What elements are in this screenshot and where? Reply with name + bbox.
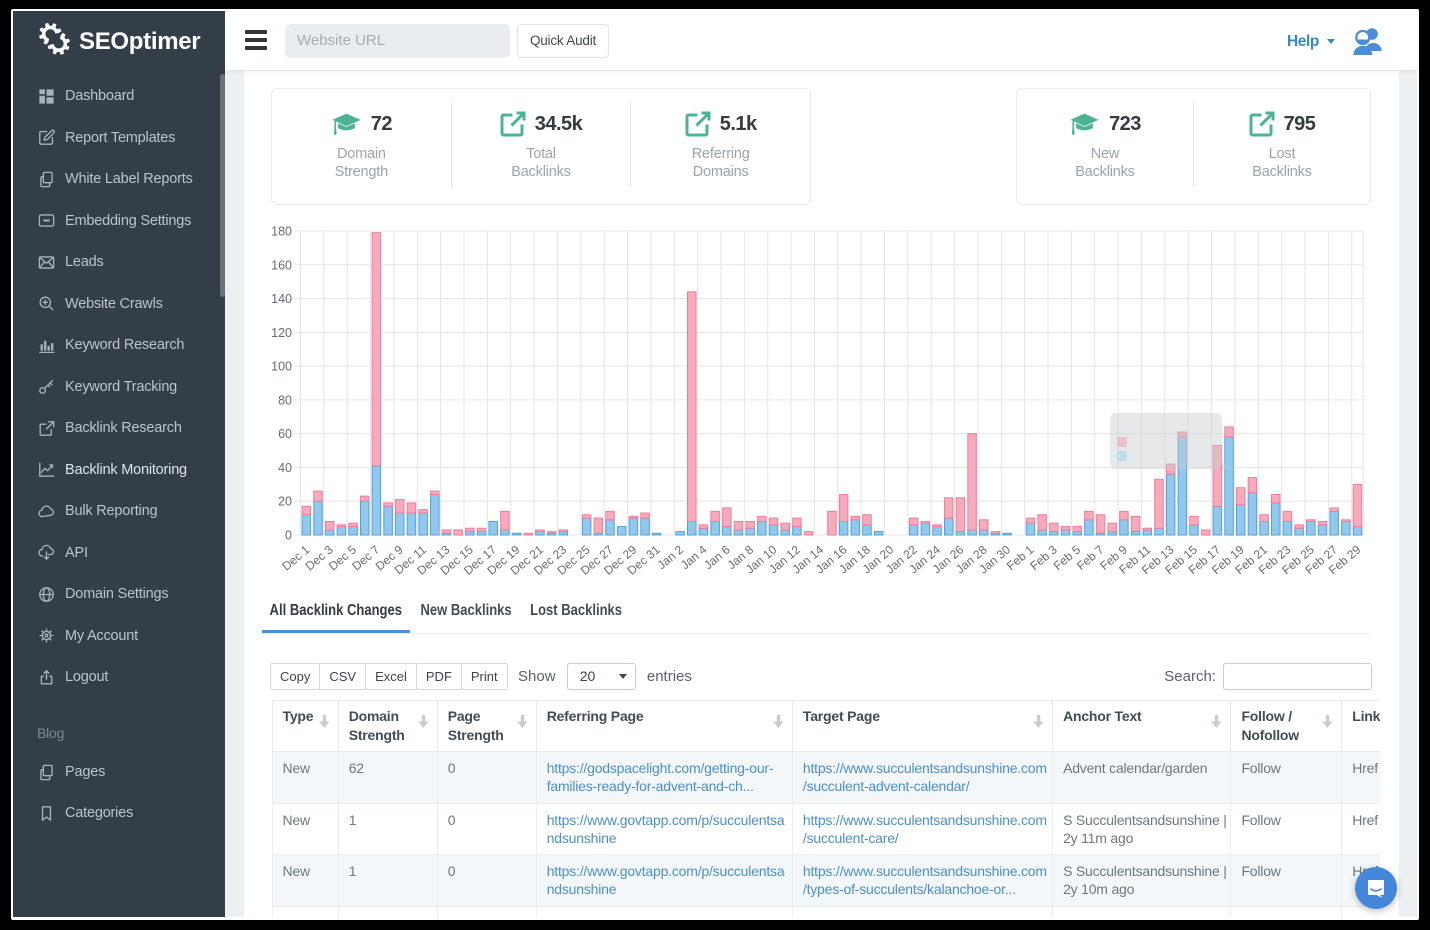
svg-text:100: 100 bbox=[271, 360, 292, 374]
svg-text:160: 160 bbox=[271, 258, 292, 272]
svg-text:180: 180 bbox=[271, 225, 292, 239]
svg-text:80: 80 bbox=[278, 393, 292, 407]
svg-text:40: 40 bbox=[278, 461, 292, 475]
svg-text:120: 120 bbox=[271, 326, 292, 340]
svg-text:0: 0 bbox=[285, 529, 292, 543]
svg-text:20: 20 bbox=[278, 495, 292, 509]
svg-text:60: 60 bbox=[278, 427, 292, 441]
svg-text:140: 140 bbox=[271, 292, 292, 306]
